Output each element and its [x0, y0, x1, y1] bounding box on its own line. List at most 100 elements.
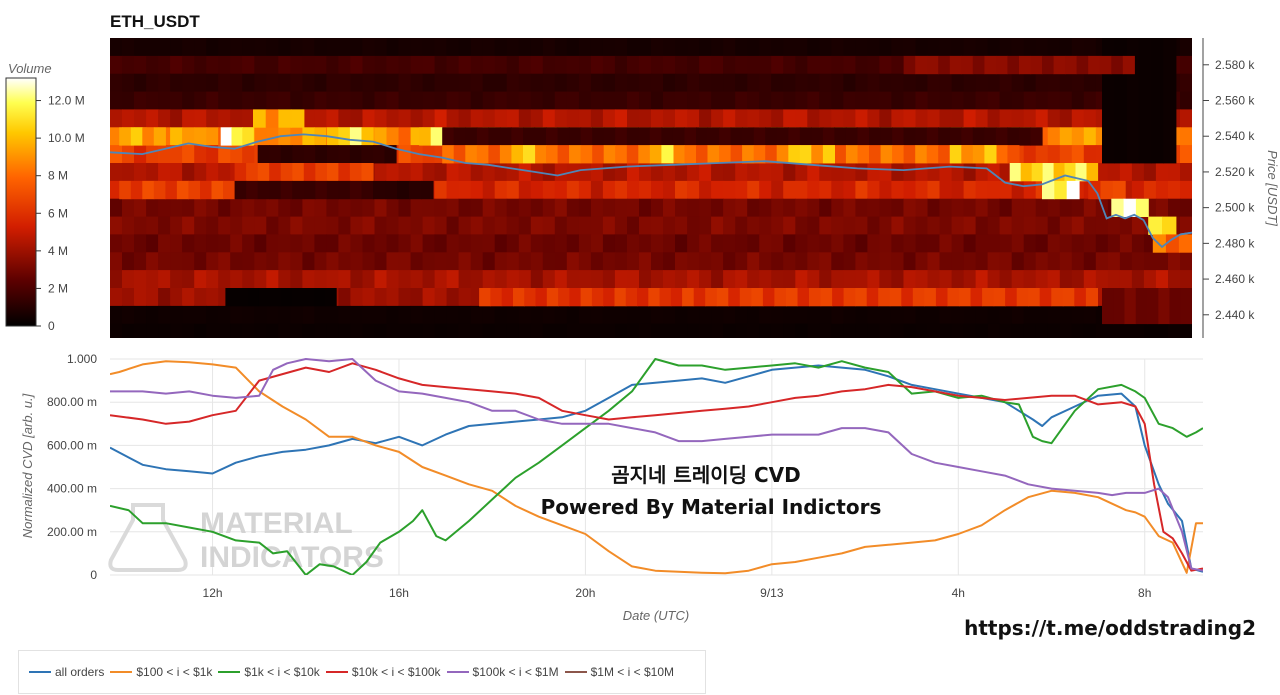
heatmap-patch [534, 145, 547, 164]
heatmap-patch [488, 127, 501, 146]
legend-item-all-orders[interactable]: all orders [29, 665, 104, 679]
heatmap-cell [326, 198, 339, 217]
heatmap-cell [1083, 234, 1097, 253]
heatmap-cell [422, 55, 436, 75]
price-line [110, 133, 1192, 249]
heatmap-cell [915, 305, 929, 325]
heatmap-patch [938, 145, 951, 164]
heatmap-cell [831, 38, 844, 57]
heatmap-cell [843, 323, 856, 338]
heatmap-cell [1119, 252, 1133, 271]
legend-item-100k-1m[interactable]: $100k < i < $1M [446, 665, 559, 679]
heatmap-cell [699, 163, 712, 182]
heatmap-patch [935, 288, 948, 307]
heatmap-cell [374, 198, 388, 217]
heatmap-cell [506, 323, 520, 338]
heatmap-cell [362, 305, 376, 325]
heatmap-cell [1035, 216, 1049, 235]
heatmap-cell [831, 323, 844, 338]
heatmap-cell [386, 163, 400, 182]
heatmap-cell [542, 38, 556, 57]
heatmap-cell [843, 180, 856, 200]
heatmap-patch [984, 145, 997, 164]
heatmap-cell [747, 55, 760, 75]
heatmap-cell [350, 288, 363, 307]
heatmap-cell [951, 91, 965, 110]
heatmap-patch [684, 127, 697, 146]
legend-swatch [110, 671, 133, 673]
heatmap-cell [194, 127, 207, 146]
heatmap-cell [242, 270, 255, 289]
heatmap-patch [869, 127, 882, 146]
heatmap-cell [831, 198, 844, 217]
heatmap-cell [614, 91, 628, 110]
legend-item-1k-10k[interactable]: $1k < i < $10k [218, 665, 320, 679]
heatmap-cell [939, 91, 953, 110]
heatmap-cell [639, 252, 652, 271]
heatmap-patch [719, 127, 732, 146]
heatmap-cell [711, 305, 724, 325]
legend-item-10k-100k[interactable]: $10k < i < $100k [325, 665, 441, 679]
heatmap-cell [302, 109, 315, 128]
heatmap-cell [819, 38, 832, 57]
heatmap-patch [326, 145, 339, 164]
heatmap-cell [867, 252, 880, 271]
heatmap-cell [639, 323, 652, 338]
heatmap-cell [614, 198, 628, 217]
heatmap-cell [374, 305, 388, 325]
heatmap-cell [158, 270, 171, 289]
heatmap-cell [843, 109, 856, 128]
heatmap-patch [1135, 198, 1149, 217]
heatmap-cell [206, 216, 219, 235]
heatmap-cell [1035, 91, 1049, 110]
legend-item-1m-10m[interactable]: $1M < i < $10M [564, 665, 674, 679]
heatmap-cell [266, 323, 279, 338]
heatmap-cell [843, 216, 856, 235]
heatmap-cell [1119, 270, 1133, 289]
heatmap-cell [422, 288, 436, 307]
heatmap-cell [939, 73, 953, 92]
heatmap-cell [891, 73, 904, 92]
heatmap-cell [374, 73, 388, 92]
heatmap-cell [735, 252, 748, 271]
heatmap-cell [182, 38, 195, 57]
heatmap-cell [855, 163, 868, 182]
heatmap-cell [278, 55, 291, 75]
heatmap-plot [110, 38, 1192, 338]
heatmap-patch [776, 127, 789, 146]
heatmap-cell [434, 305, 448, 325]
heatmap-cell [795, 234, 808, 253]
heatmap-cell [987, 216, 1001, 235]
heatmap-cell [290, 73, 303, 92]
heatmap-cell [422, 38, 436, 57]
heatmap-cell [206, 127, 219, 146]
heatmap-cell [891, 323, 904, 338]
watermark-title: 곰지네 트레이딩 CVD [611, 463, 800, 487]
heatmap-cell [194, 270, 207, 289]
cvd-series-line-1 [110, 360, 1203, 575]
heatmap-cell [1035, 234, 1049, 253]
heatmap-cell [338, 91, 351, 110]
heatmap-cell [699, 55, 712, 75]
cvd-y-axis-label: Normalized CVD [arb. u.] [20, 393, 35, 538]
heatmap-cell [398, 252, 412, 271]
heatmap-cell [170, 198, 183, 217]
heatmap-cell [651, 198, 664, 217]
cvd-series-line-3 [110, 362, 1203, 572]
heatmap-cell [134, 288, 147, 307]
heatmap-cell [158, 163, 171, 182]
heatmap-cell [675, 252, 688, 271]
heatmap-cell [1023, 38, 1037, 57]
heatmap-cell [855, 198, 868, 217]
heatmap-patch [1099, 55, 1112, 75]
heatmap-cell [843, 163, 856, 182]
heatmap-cell [206, 305, 219, 325]
legend-item-100-1k[interactable]: $100 < i < $1k [110, 665, 212, 679]
heatmap-cell [182, 305, 195, 325]
heatmap-cell [398, 127, 412, 146]
heatmap-cell [182, 216, 195, 235]
heatmap-cell [699, 252, 712, 271]
heatmap-patch [313, 288, 326, 307]
heatmap-patch [265, 109, 279, 128]
heatmap-patch [984, 55, 997, 75]
